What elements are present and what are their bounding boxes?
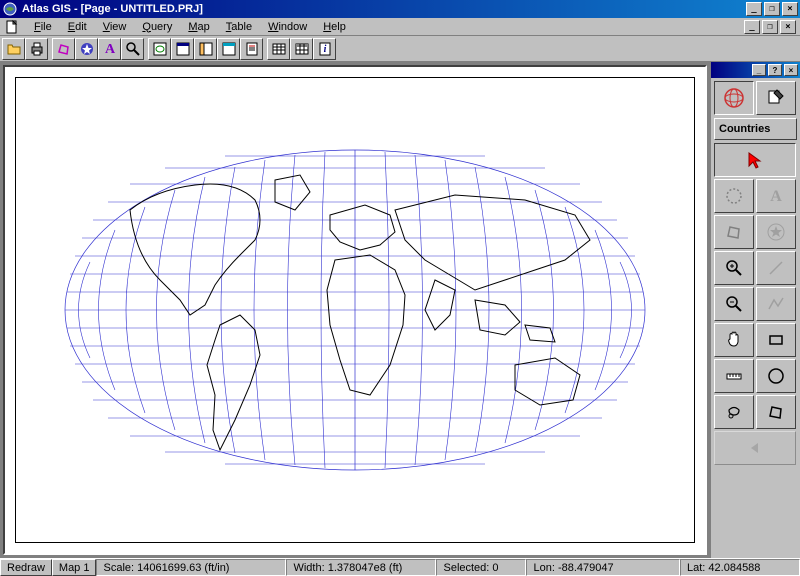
mdi-restore-button[interactable]: ❐ (762, 20, 778, 34)
new-window-button[interactable] (217, 38, 240, 60)
lon-status: Lon: -88.479047 (526, 559, 680, 576)
select-circle-button[interactable] (714, 179, 754, 213)
window-title: Atlas GIS - [Page - UNTITLED.PRJ] (22, 3, 746, 15)
doc-icon[interactable] (4, 19, 20, 35)
table2-button[interactable] (290, 38, 313, 60)
map-view-panel (3, 65, 707, 555)
svg-text:i: i (323, 44, 326, 55)
info-button[interactable]: i (313, 38, 336, 60)
zoom-out-button[interactable] (714, 287, 754, 321)
find-button[interactable] (121, 38, 144, 60)
report-button[interactable] (240, 38, 263, 60)
menu-window[interactable]: Window (260, 20, 315, 34)
edit-tool-button[interactable] (756, 81, 796, 115)
print-button[interactable] (25, 38, 48, 60)
lat-status: Lat: 42.084588 (680, 559, 800, 576)
select-polygon-button[interactable] (714, 215, 754, 249)
titlebar: Atlas GIS - [Page - UNTITLED.PRJ] _ ❐ × (0, 0, 800, 18)
minimize-button[interactable]: _ (746, 2, 762, 16)
polygon-shape-button[interactable] (756, 395, 796, 429)
menu-map[interactable]: Map (180, 20, 217, 34)
toolbar: A i (0, 36, 800, 62)
menu-edit[interactable]: Edit (60, 20, 95, 34)
open-button[interactable] (2, 38, 25, 60)
map-window-button[interactable] (148, 38, 171, 60)
table1-button[interactable] (267, 38, 290, 60)
menu-file[interactable]: File (26, 20, 60, 34)
app-icon (2, 1, 18, 17)
polyline-tool-button[interactable] (756, 287, 796, 321)
map-button[interactable]: Map 1 (52, 559, 97, 576)
ruler-tool-button[interactable] (714, 359, 754, 393)
mdi-close-button[interactable]: × (780, 20, 796, 34)
width-status: Width: 1.378047e8 (ft) (286, 559, 436, 576)
side-minimize-button[interactable]: _ (752, 64, 766, 76)
workspace: _ ? × Countries A (0, 62, 800, 558)
polygon-tool-button[interactable] (52, 38, 75, 60)
circle-star-button[interactable] (75, 38, 98, 60)
map-frame[interactable] (15, 77, 695, 543)
svg-text:A: A (104, 42, 115, 57)
data-window-button[interactable] (171, 38, 194, 60)
menu-query[interactable]: Query (134, 20, 180, 34)
menu-table[interactable]: Table (218, 20, 260, 34)
svg-text:A: A (770, 188, 782, 205)
menubar: File Edit View Query Map Table Window He… (0, 18, 800, 36)
side-titlebar: _ ? × (711, 62, 800, 78)
menu-help[interactable]: Help (315, 20, 354, 34)
side-close-button[interactable]: × (784, 64, 798, 76)
star-marker-button[interactable] (756, 215, 796, 249)
scale-status: Scale: 14061699.63 (ft/in) (96, 559, 286, 576)
layer-label[interactable]: Countries (714, 118, 797, 140)
lasso-tool-button[interactable] (714, 395, 754, 429)
side-help-button[interactable]: ? (768, 64, 782, 76)
rectangle-tool-button[interactable] (756, 323, 796, 357)
world-map-svg (40, 85, 670, 535)
selected-status: Selected: 0 (436, 559, 526, 576)
side-panel: _ ? × Countries A (710, 62, 800, 558)
text-tool-button[interactable]: A (98, 38, 121, 60)
pan-tool-button[interactable] (714, 323, 754, 357)
statusbar: Redraw Map 1 Scale: 14061699.63 (ft/in) … (0, 558, 800, 576)
label-tool-button[interactable]: A (756, 179, 796, 213)
zoom-in-button[interactable] (714, 251, 754, 285)
close-button[interactable]: × (782, 2, 798, 16)
back-button[interactable] (714, 431, 796, 465)
globe-tool-button[interactable] (714, 81, 754, 115)
circle-tool-button[interactable] (756, 359, 796, 393)
maximize-button[interactable]: ❐ (764, 2, 780, 16)
layout-button[interactable] (194, 38, 217, 60)
menu-view[interactable]: View (95, 20, 135, 34)
mdi-minimize-button[interactable]: _ (744, 20, 760, 34)
pointer-tool-button[interactable] (714, 143, 796, 177)
line-tool-button[interactable] (756, 251, 796, 285)
redraw-button[interactable]: Redraw (0, 559, 52, 576)
